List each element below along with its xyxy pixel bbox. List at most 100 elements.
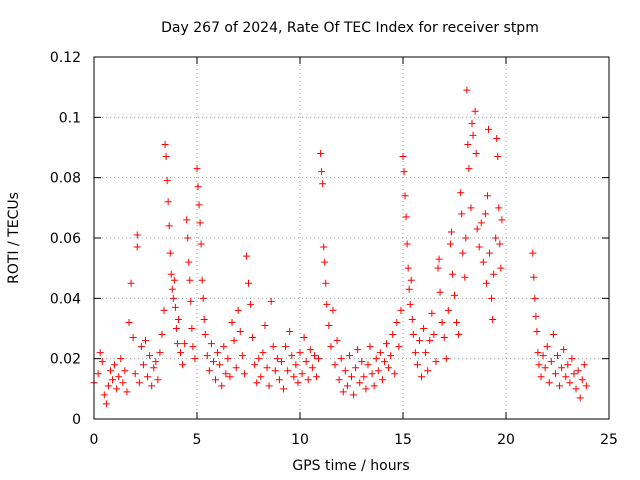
- data-point: [374, 367, 382, 375]
- data-point: [218, 382, 226, 390]
- data-point: [216, 361, 224, 369]
- data-point: [435, 255, 443, 263]
- data-point: [214, 349, 222, 357]
- data-point: [434, 264, 442, 272]
- data-point: [220, 343, 228, 351]
- data-point: [418, 373, 426, 381]
- data-point: [545, 379, 553, 387]
- data-point: [167, 270, 175, 278]
- data-point: [245, 279, 252, 287]
- data-point: [364, 361, 372, 369]
- data-point: [166, 249, 174, 257]
- data-point: [286, 328, 294, 336]
- data-point: [372, 355, 380, 363]
- data-point: [422, 349, 430, 357]
- data-point: [172, 325, 180, 332]
- data-point: [339, 388, 347, 396]
- data-point: [376, 349, 384, 357]
- data-point: [458, 210, 466, 218]
- x-tick-label: 20: [497, 432, 515, 448]
- data-point: [378, 376, 386, 384]
- data-point: [150, 364, 158, 372]
- data-point: [198, 276, 206, 284]
- data-point: [269, 343, 277, 351]
- data-point: [442, 355, 450, 363]
- data-point: [321, 258, 329, 266]
- data-point: [162, 153, 170, 161]
- data-point: [400, 168, 408, 176]
- data-point: [420, 325, 428, 332]
- x-tick-label: 10: [291, 432, 309, 448]
- data-point: [366, 343, 374, 351]
- data-point: [558, 364, 566, 372]
- data-point: [471, 107, 479, 115]
- data-point: [494, 153, 502, 161]
- data-point: [131, 370, 139, 378]
- data-point: [294, 379, 302, 387]
- data-point: [199, 294, 207, 302]
- data-point: [447, 228, 455, 236]
- data-point: [462, 234, 470, 242]
- data-point: [304, 376, 312, 384]
- data-point: [296, 349, 304, 357]
- data-point: [113, 385, 121, 393]
- data-point: [292, 361, 300, 369]
- data-point: [133, 243, 141, 251]
- data-point: [327, 343, 335, 351]
- data-point: [399, 153, 407, 161]
- data-point: [488, 294, 496, 302]
- data-point: [224, 355, 232, 363]
- data-point: [325, 321, 333, 329]
- data-point: [397, 306, 405, 314]
- data-point: [477, 219, 485, 227]
- data-point: [177, 349, 185, 357]
- data-point: [464, 140, 472, 148]
- data-point: [556, 382, 564, 390]
- data-point: [200, 315, 208, 323]
- y-tick-label: 0: [72, 412, 81, 428]
- data-point: [405, 285, 413, 293]
- data-point: [242, 252, 250, 260]
- data-point: [358, 358, 366, 366]
- data-point: [444, 306, 452, 314]
- data-point: [467, 204, 475, 212]
- data-point: [564, 361, 572, 369]
- data-point: [539, 352, 547, 360]
- data-points: [90, 86, 590, 408]
- data-point: [133, 231, 141, 239]
- data-point: [121, 367, 129, 375]
- data-point: [222, 370, 230, 378]
- data-point: [317, 150, 325, 158]
- data-point: [265, 382, 273, 390]
- data-point: [497, 264, 505, 272]
- data-point: [580, 361, 588, 369]
- chart-title: Day 267 of 2024, Rate Of TEC Index for r…: [161, 20, 539, 36]
- data-point: [335, 376, 343, 384]
- data-point: [168, 285, 176, 293]
- data-point: [119, 379, 127, 387]
- data-point: [290, 373, 298, 381]
- data-point: [194, 183, 202, 191]
- data-point: [348, 373, 355, 381]
- data-point: [100, 391, 108, 399]
- data-point: [492, 234, 500, 242]
- data-point: [440, 334, 448, 342]
- data-point: [453, 318, 461, 326]
- data-point: [188, 325, 196, 332]
- data-point: [183, 216, 191, 224]
- data-point: [94, 370, 102, 378]
- data-point: [385, 364, 393, 372]
- y-axis-label: ROTI / TECUs: [6, 192, 22, 284]
- data-point: [205, 367, 213, 375]
- data-point: [98, 358, 106, 366]
- data-point: [109, 376, 117, 384]
- data-point: [111, 361, 119, 369]
- data-point: [236, 328, 244, 336]
- data-point: [184, 234, 192, 242]
- data-point: [465, 165, 473, 173]
- data-point: [247, 300, 255, 308]
- data-point: [163, 177, 171, 185]
- data-point: [230, 337, 238, 345]
- data-point: [530, 273, 538, 281]
- data-point: [319, 180, 327, 188]
